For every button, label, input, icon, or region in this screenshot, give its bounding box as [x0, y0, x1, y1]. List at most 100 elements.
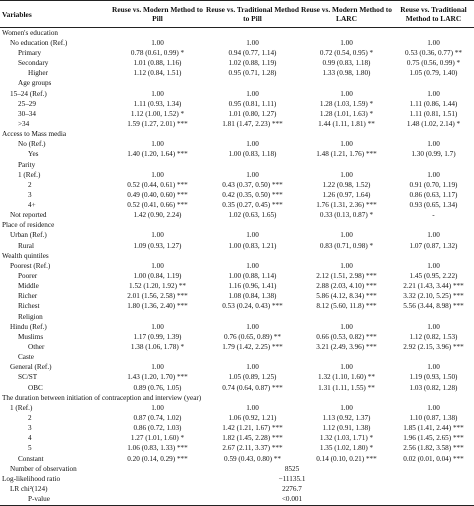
row-label: 2 — [28, 414, 32, 423]
cell-value: 1.00 — [246, 403, 259, 412]
cell-value: 1.00 — [246, 363, 259, 372]
cell-value: 1.00 — [151, 261, 164, 270]
cell-value: 1.00 — [427, 89, 440, 98]
cell-value: 0.14 (0.10, 0.21) *** — [316, 454, 377, 463]
table-row: Place of residence — [0, 221, 474, 231]
table-row: Access to Mass media — [0, 129, 474, 139]
cell-value: 1.48 (1.21, 1.76) *** — [316, 150, 377, 159]
cell-value: 1.01 (0.80, 1.27) — [228, 109, 277, 118]
cell-value — [300, 312, 393, 322]
cell-value: 1.00 — [340, 363, 353, 372]
summary-row: P-value <0.001 — [0, 494, 474, 506]
cell-value — [393, 353, 474, 363]
cell-value: 0.49 (0.40, 0.60) *** — [127, 190, 188, 199]
cell-value: 1.76 (1.31, 2.36) *** — [316, 201, 377, 210]
summary-row: Log-likelihood ratio −11135.1 — [0, 474, 474, 484]
cell-value: 1.00 — [246, 140, 259, 149]
summary-label: Log-likelihood ratio — [2, 474, 61, 483]
cell-value: 2.01 (1.56, 2.58) *** — [127, 292, 188, 301]
cell-value: 0.74 (0.64, 0.87) *** — [222, 383, 283, 392]
table-row: 3 0.86 (0.72, 1.03) 1.42 (1.21, 1.67) *** 1… — [0, 424, 474, 434]
summary-row: Number of observation 8525 — [0, 464, 474, 474]
table-row: 25–29 1.11 (0.93, 1.34) 0.95 (0.81, 1.11) 1… — [0, 99, 474, 109]
cell-value: 1.06 (0.92, 1.21) — [228, 414, 277, 423]
row-label: Caste — [18, 353, 34, 362]
cell-value: 1.09 (0.93, 1.27) — [133, 241, 182, 250]
cell-value: - — [432, 211, 435, 220]
cell-value: 1.12 (0.91, 1.38) — [322, 424, 371, 433]
cell-value: 1.00 — [246, 38, 259, 47]
cell-value — [300, 353, 393, 363]
row-label: OBC — [28, 383, 43, 392]
row-label: 3 — [28, 190, 32, 199]
row-label: SC/ST — [18, 373, 38, 382]
cell-value: 1.00 — [427, 322, 440, 331]
row-label: The duration between initiation of contr… — [2, 393, 202, 402]
cell-value: 1.96 (1.45, 2.65) *** — [403, 434, 464, 443]
cell-value: 1.22 (0.98, 1.52) — [322, 180, 371, 189]
table-row: Parity — [0, 160, 474, 170]
cell-value: 2.12 (1.51, 2.98) *** — [316, 272, 377, 281]
table-row: Secondary 1.01 (0.88, 1.16) 1.02 (0.88, 1.… — [0, 58, 474, 68]
row-label: Place of residence — [2, 221, 55, 230]
cell-value: 1.05 (0.89, 1.25) — [228, 373, 277, 382]
row-label: Higher — [28, 69, 48, 78]
cell-value: 1.00 — [151, 140, 164, 149]
header-modern-pill: Reuse vs. Modern Method to Pill — [110, 0, 205, 28]
table-row: Primary 0.78 (0.61, 0.99) * 0.94 (0.77, 1.… — [0, 48, 474, 58]
cell-value: 1.79 (1.42, 2.25) *** — [222, 343, 283, 352]
cell-value: 1.43 (1.20, 1.70) *** — [127, 373, 188, 382]
cell-value: 2.21 (1.43, 3.44) *** — [403, 282, 464, 291]
cell-value: 0.89 (0.76, 1.05) — [133, 383, 182, 392]
summary-label: Number of observation — [10, 464, 77, 473]
cell-value: 1.00 — [340, 261, 353, 270]
cell-value: 0.43 (0.37, 0.50) *** — [222, 180, 283, 189]
cell-value: 1.00 — [151, 403, 164, 412]
cell-value: 1.00 — [151, 363, 164, 372]
summary-value: 8525 — [284, 464, 300, 473]
cell-value: 1.07 (0.87, 1.32) — [409, 241, 458, 250]
cell-value: 1.08 (0.84, 1.38) — [228, 292, 277, 301]
cell-value: 1.00 — [246, 322, 259, 331]
cell-value: 1.00 — [151, 170, 164, 179]
row-label: Other — [28, 343, 45, 352]
row-label: 4+ — [28, 201, 36, 210]
cell-value: 1.00 — [340, 231, 353, 240]
cell-value: 1.00 — [246, 231, 259, 240]
cell-value: 1.19 (0.93, 1.50) — [409, 373, 458, 382]
table-row: Religion — [0, 312, 474, 322]
cell-value: 1.11 (0.93, 1.34) — [133, 99, 182, 108]
row-label: 2 — [28, 180, 32, 189]
cell-value: 1.12 (0.82, 1.53) — [409, 332, 458, 341]
table-row: 2 0.87 (0.74, 1.02) 1.06 (0.92, 1.21) 1.13 … — [0, 413, 474, 423]
row-label: Richer — [18, 292, 38, 301]
cell-value: 1.45 (0.95, 2.22) — [409, 272, 458, 281]
cell-value — [205, 79, 300, 89]
cell-value: 1.42 (1.21, 1.67) *** — [222, 424, 283, 433]
cell-value: 2.67 (2.11, 3.37) *** — [222, 444, 283, 453]
row-label: General (Ref.) — [10, 363, 52, 372]
cell-value: 1.05 (0.79, 1.40) — [409, 69, 458, 78]
table-row: Women's education — [0, 28, 474, 39]
table-row: No education (Ref.) 1.00 1.00 1.00 1.00 — [0, 38, 474, 48]
header-modern-larc: Reuse vs. Modern Method to LARC — [300, 0, 393, 28]
cell-value: 0.53 (0.36, 0.77) ** — [405, 48, 462, 57]
row-label: Parity — [18, 160, 36, 169]
table-row: Not reported 1.42 (0.90, 2.24) 1.02 (0.63,… — [0, 211, 474, 221]
row-label: 30–34 — [18, 109, 36, 118]
cell-value — [393, 79, 474, 89]
cell-value: 0.91 (0.70, 1.19) — [409, 180, 458, 189]
cell-value: 3.32 (2.10, 5.25) *** — [403, 292, 464, 301]
cell-value: 1.11 (0.81, 1.51) — [409, 109, 458, 118]
row-label: Richest — [18, 302, 40, 311]
table-row: Middle 1.52 (1.20, 1.92) ** 1.16 (0.96, 1.… — [0, 282, 474, 292]
cell-value: 0.78 (0.61, 0.99) * — [130, 48, 185, 57]
cell-value: 1.00 — [427, 363, 440, 372]
row-label: Women's education — [2, 28, 59, 37]
table-row: Richest 1.80 (1.36, 2.40) *** 0.53 (0.24, … — [0, 302, 474, 312]
cell-value: 0.87 (0.74, 1.02) — [133, 414, 182, 423]
cell-value: 5.56 (3.44, 8.98) *** — [403, 302, 464, 311]
cell-value: 0.35 (0.27, 0.45) *** — [222, 201, 283, 210]
cell-value: 1.06 (0.83, 1.33) *** — [127, 444, 188, 453]
